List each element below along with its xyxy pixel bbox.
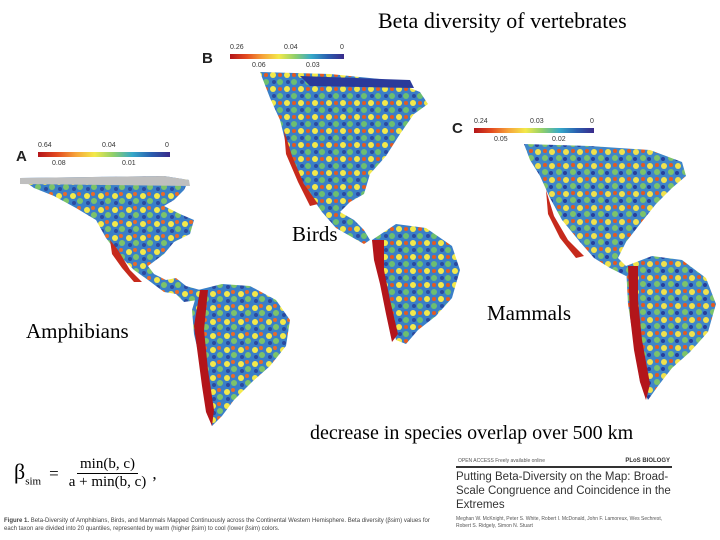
map-mammals: C 0.24 0.03 0 0.05 0.02 [450, 118, 720, 410]
paper-header-rule [456, 458, 672, 468]
scale-c-tick-2: 0.03 [530, 118, 544, 125]
paper-snippet: OPEN ACCESS Freely available online PLoS… [456, 458, 672, 540]
scale-b-tick-2: 0.04 [284, 44, 298, 51]
label-birds: Birds [292, 222, 338, 246]
formula-numerator: min(b, c) [77, 456, 138, 474]
color-scale-c: 0.24 0.03 0 0.05 0.02 [474, 118, 594, 143]
scale-b-tick-4: 0.06 [252, 62, 266, 69]
scale-c-tick-3: 0 [590, 118, 594, 125]
paper-publisher: PLoS BIOLOGY [625, 458, 670, 464]
overlap-caption: decrease in species overlap over 500 km [310, 422, 634, 444]
figure-caption-text: Beta-Diversity of Amphibians, Birds, and… [4, 518, 430, 532]
scale-a-tick-1: 0.64 [38, 142, 52, 149]
formula-denominator: a + min(b, c) [68, 474, 147, 490]
map-birds: B 0.26 0.04 0 0.06 0.03 [200, 44, 460, 344]
paper-journal-header: OPEN ACCESS Freely available online [458, 458, 545, 464]
formula-beta: βsim [14, 459, 42, 488]
label-mammals: Mammals [487, 301, 571, 325]
formula-equals: = [49, 463, 59, 483]
scale-a-tick-5: 0.01 [122, 160, 136, 167]
map-amphibians: A 0.64 0.04 0 0.08 0.01 [14, 142, 314, 440]
figure-caption: Figure 1. Beta-Diversity of Amphibians, … [4, 517, 444, 533]
beta-sim-formula: βsim = min(b, c) a + min(b, c) , [14, 456, 157, 491]
map-b-shape [260, 72, 460, 344]
color-scale-b: 0.26 0.04 0 0.06 0.03 [230, 44, 344, 69]
panel-letter-c: C [452, 120, 463, 137]
scale-c-tick-5: 0.02 [552, 136, 566, 143]
figure-caption-lead: Figure 1. [4, 518, 30, 524]
panel-letter-b: B [202, 50, 213, 67]
map-a-shape [20, 176, 290, 426]
formula-fraction: min(b, c) a + min(b, c) [66, 456, 150, 491]
slide-title: Beta diversity of vertebrates [378, 8, 627, 33]
scale-a-tick-3: 0 [165, 142, 169, 149]
formula-trail: , [152, 463, 157, 483]
map-c-shape [524, 144, 716, 400]
panel-letter-a: A [16, 148, 27, 165]
scale-a-tick-4: 0.08 [52, 160, 66, 167]
scale-c-tick-1: 0.24 [474, 118, 488, 125]
scale-c-tick-4: 0.05 [494, 136, 508, 143]
scale-b-tick-1: 0.26 [230, 44, 244, 51]
paper-title: Putting Beta-Diversity on the Map: Broad… [456, 471, 671, 511]
paper-authors: Meghan W. McKnight, Peter S. White, Robe… [456, 516, 663, 529]
color-scale-a: 0.64 0.04 0 0.08 0.01 [38, 142, 170, 167]
scale-a-tick-2: 0.04 [102, 142, 116, 149]
label-amphibians: Amphibians [26, 319, 129, 343]
scale-b-tick-5: 0.03 [306, 62, 320, 69]
scale-b-tick-3: 0 [340, 44, 344, 51]
